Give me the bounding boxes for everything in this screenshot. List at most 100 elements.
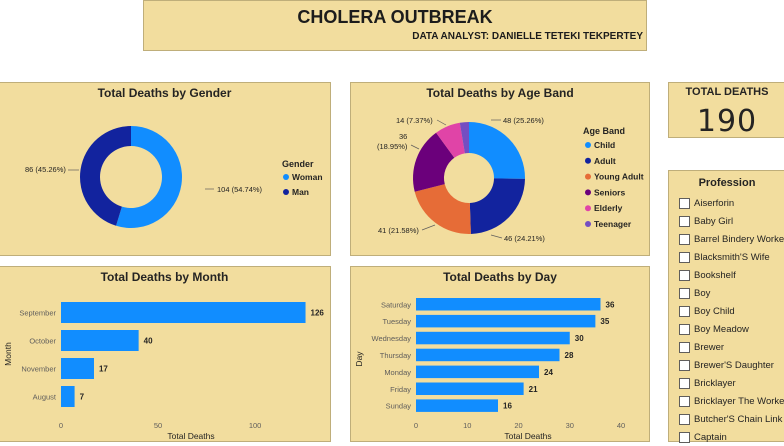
month-x-axis-title: Total Deaths <box>167 431 214 441</box>
age-data-label-seniors-count: 36 <box>399 132 407 141</box>
profession-option[interactable]: Bricklayer The Worke <box>679 392 784 410</box>
gender-slice-man[interactable] <box>79 126 131 226</box>
legend-marker <box>585 189 591 196</box>
checkbox[interactable] <box>679 215 690 227</box>
profession-option[interactable]: Aiserforin <box>679 194 784 212</box>
profession-option-label: Brewer <box>694 341 725 353</box>
month-x-tick-0: 0 <box>59 421 63 430</box>
gender-slice-woman[interactable] <box>116 126 182 228</box>
checkbox[interactable] <box>679 287 690 299</box>
profession-option-label: Baby Girl <box>694 215 734 227</box>
month-category-label-october: October <box>29 337 56 346</box>
profession-option[interactable]: Boy Meadow <box>679 320 784 338</box>
age-legend-item-teenager[interactable]: Teenager <box>585 219 632 229</box>
profession-option-label: Brewer'S Daughter <box>694 359 774 371</box>
month-x-tick-50: 50 <box>154 421 162 430</box>
day-bar-monday[interactable] <box>416 365 539 379</box>
profession-option-label: Bricklayer The Worke <box>694 395 784 407</box>
profession-option[interactable]: Bookshelf <box>679 266 784 284</box>
month-bar-september[interactable] <box>61 302 306 323</box>
month-bar-november[interactable] <box>61 358 94 379</box>
profession-option[interactable]: Boy <box>679 284 784 302</box>
profession-option-label: Bricklayer <box>694 377 736 389</box>
profession-option[interactable]: Boy Child <box>679 302 784 320</box>
age-slice-young-adult[interactable] <box>414 184 471 234</box>
age-legend-item-elderly[interactable]: Elderly <box>585 203 623 213</box>
age-legend-item-seniors[interactable]: Seniors <box>585 187 625 197</box>
checkbox[interactable] <box>679 413 690 425</box>
day-bar-tuesday[interactable] <box>416 314 596 328</box>
legend-marker <box>283 174 289 180</box>
day-bar-value-wednesday: 30 <box>575 334 584 343</box>
profession-option-label: Boy Meadow <box>694 323 749 335</box>
age-slice-teenager[interactable] <box>459 122 469 154</box>
gender-donut-chart[interactable]: 104 (54.74%) 86 (45.26%) Gender Woman Ma… <box>0 83 332 257</box>
day-bar-chart[interactable]: Day Total Deaths Saturday 36 Tuesday 35 Wedn… <box>351 267 651 443</box>
day-y-axis-title: Day <box>354 351 364 367</box>
profession-option-label: Butcher'S Chain Link <box>694 413 783 425</box>
report-title: CHOLERA OUTBREAK <box>297 7 493 27</box>
age-band-chart-card[interactable]: Total Deaths by Age Band 48 (25.26%) 46 … <box>350 82 650 256</box>
day-bar-saturday[interactable] <box>416 298 601 311</box>
age-slice-elderly[interactable] <box>436 122 465 158</box>
checkbox[interactable] <box>679 377 690 389</box>
gender-chart-card[interactable]: Total Deaths by Gender 104 (54.74%) 86 (… <box>0 82 331 256</box>
profession-option[interactable]: Brewer <box>679 338 784 356</box>
checkbox[interactable] <box>679 341 690 353</box>
checkbox[interactable] <box>679 431 690 443</box>
age-legend-item-young-adult[interactable]: Young Adult <box>585 172 644 182</box>
checkbox[interactable] <box>679 233 690 245</box>
age-slice-child[interactable] <box>469 122 525 179</box>
age-data-label-child: 48 (25.26%) <box>503 116 544 125</box>
checkbox[interactable] <box>679 359 690 371</box>
checkbox[interactable] <box>679 323 690 335</box>
profession-option[interactable]: Brewer'S Daughter <box>679 356 784 374</box>
month-bar-value-august: 7 <box>80 393 85 402</box>
day-x-axis-title: Total Deaths <box>504 431 551 441</box>
profession-option-label: Captain <box>694 431 727 443</box>
checkbox[interactable] <box>679 251 690 263</box>
month-bar-chart[interactable]: Month Total Deaths September 126 October 40… <box>0 267 332 443</box>
month-chart-card[interactable]: Total Deaths by Month Month Total Deaths… <box>0 266 331 442</box>
gender-legend-item-woman[interactable]: Woman <box>283 172 323 182</box>
month-bar-october[interactable] <box>61 330 139 351</box>
month-bar-august[interactable] <box>61 386 75 407</box>
age-slice-adult[interactable] <box>469 178 525 234</box>
checkbox[interactable] <box>679 269 690 281</box>
profession-option[interactable]: Captain <box>679 428 784 446</box>
profession-option-label: Blacksmith'S Wife <box>694 251 770 263</box>
age-data-label-seniors-pct: (18.95%) <box>377 142 408 151</box>
profession-option[interactable]: Blacksmith'S Wife <box>679 248 784 266</box>
profession-list[interactable]: Aiserforin Baby Girl Barrel Bindery Worke B… <box>679 194 784 446</box>
checkbox[interactable] <box>679 197 690 209</box>
age-slice-seniors[interactable] <box>413 132 455 192</box>
gender-legend-item-man[interactable]: Man <box>283 187 309 197</box>
month-chart-title: Total Deaths by Month <box>100 270 229 284</box>
age-legend-item-adult[interactable]: Adult <box>585 156 616 166</box>
checkbox[interactable] <box>679 395 690 407</box>
gender-legend-title: Gender <box>282 159 314 169</box>
profession-option[interactable]: Baby Girl <box>679 212 784 230</box>
day-category-label-saturday: Saturday <box>381 300 411 309</box>
profession-slicer[interactable]: Profession Aiserforin Baby Girl Barrel Bin… <box>668 170 784 443</box>
day-x-tick-10: 10 <box>463 421 471 430</box>
checkbox[interactable] <box>679 305 690 317</box>
day-bar-friday[interactable] <box>416 382 524 396</box>
age-legend-item-child[interactable]: Child <box>585 140 615 150</box>
profession-option[interactable]: Barrel Bindery Worke <box>679 230 784 248</box>
report-header: CHOLERA OUTBREAK DATA ANALYST: DANIELLE … <box>143 0 647 51</box>
age-band-donut-chart[interactable]: 48 (25.26%) 46 (24.21%) 41 (21.58%) 36 (… <box>351 83 651 257</box>
profession-option[interactable]: Bricklayer <box>679 374 784 392</box>
month-bar-value-september: 126 <box>311 309 325 318</box>
day-x-tick-0: 0 <box>414 421 418 430</box>
month-bar-value-november: 17 <box>99 365 108 374</box>
day-bar-thursday[interactable] <box>416 348 560 362</box>
day-bar-sunday[interactable] <box>416 399 498 412</box>
day-bar-value-friday: 21 <box>529 385 538 394</box>
profession-option-label: Boy <box>694 287 711 299</box>
total-deaths-card: TOTAL DEATHS 190 <box>668 82 784 139</box>
month-x-tick-100: 100 <box>249 421 262 430</box>
day-chart-card[interactable]: Total Deaths by Day Day Total Deaths Sat… <box>350 266 650 442</box>
day-bar-wednesday[interactable] <box>416 331 570 345</box>
profession-option[interactable]: Butcher'S Chain Link <box>679 410 784 428</box>
